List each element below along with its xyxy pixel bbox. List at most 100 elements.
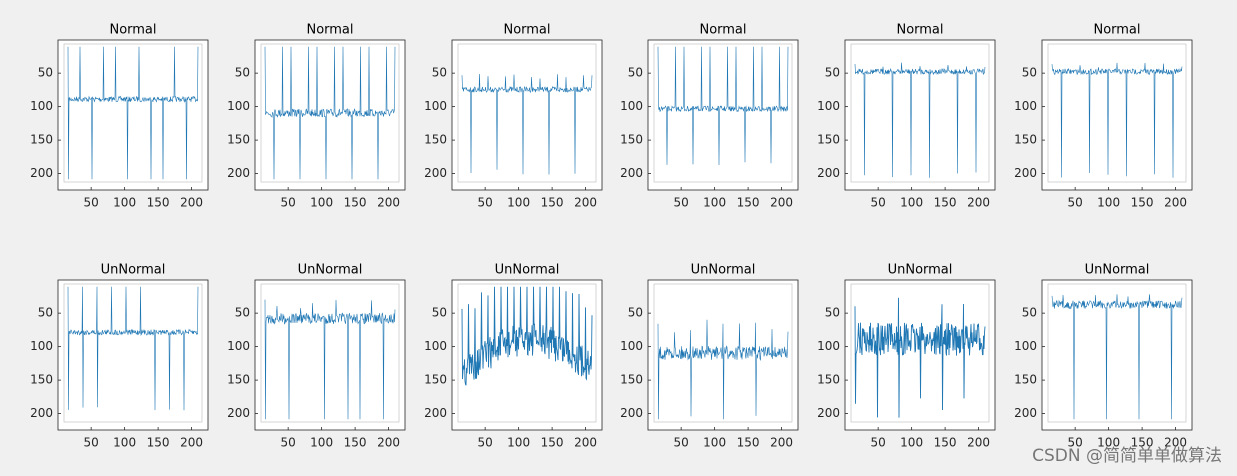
y-tick-label: 50	[235, 306, 250, 320]
y-tick-label: 50	[1022, 306, 1037, 320]
axes-area	[1042, 280, 1192, 430]
y-tick-label: 100	[1014, 99, 1037, 113]
waveform-image	[67, 286, 199, 411]
x-tick-label: 200	[180, 436, 203, 450]
y-tick-label: 100	[227, 99, 250, 113]
axes-box	[57, 279, 209, 431]
x-tick-label: 200	[180, 196, 203, 210]
y-tick-label: 200	[1014, 406, 1037, 420]
x-tick-label: 100	[1097, 196, 1120, 210]
waveform-image	[854, 297, 986, 418]
image-frame	[260, 283, 400, 423]
y-tick-label: 100	[817, 339, 840, 353]
chart-title: Normal	[306, 23, 353, 38]
y-tick-label: 100	[620, 339, 643, 353]
x-tick-label: 200	[574, 436, 597, 450]
axes-area	[255, 40, 405, 190]
x-tick-label: 200	[377, 436, 400, 450]
chart-title: UnNormal	[691, 263, 756, 278]
axes-box	[844, 279, 996, 431]
axes-box	[254, 39, 406, 191]
y-tick-label: 50	[628, 66, 643, 80]
y-tick-label: 100	[620, 99, 643, 113]
y-tick-label: 100	[1014, 339, 1037, 353]
axes-box	[57, 39, 209, 191]
x-tick-label: 100	[310, 196, 333, 210]
y-tick-label: 200	[424, 406, 447, 420]
y-tick-label: 200	[30, 166, 53, 180]
x-tick-label: 50	[1068, 196, 1083, 210]
y-tick-label: 50	[628, 306, 643, 320]
x-tick-label: 50	[84, 196, 99, 210]
x-tick-label: 200	[1164, 196, 1187, 210]
y-tick-label: 150	[1014, 133, 1037, 147]
waveform-image	[657, 319, 789, 420]
x-tick-label: 100	[1097, 436, 1120, 450]
y-tick-label: 200	[424, 166, 447, 180]
axes-box	[1041, 279, 1193, 431]
y-tick-label: 200	[817, 406, 840, 420]
chart-title: Normal	[699, 23, 746, 38]
y-tick-label: 100	[30, 339, 53, 353]
x-tick-label: 100	[310, 436, 333, 450]
chart-title: UnNormal	[298, 263, 363, 278]
x-tick-label: 50	[871, 196, 886, 210]
chart-title: Normal	[109, 23, 156, 38]
x-tick-label: 50	[281, 196, 296, 210]
x-tick-label: 50	[674, 196, 689, 210]
x-tick-label: 150	[737, 436, 760, 450]
x-tick-label: 100	[507, 436, 530, 450]
x-tick-label: 200	[967, 196, 990, 210]
axes-box	[647, 39, 799, 191]
waveform-image	[854, 62, 986, 178]
waveform-image	[1051, 62, 1183, 178]
axes-box	[1041, 39, 1193, 191]
x-tick-label: 100	[900, 196, 923, 210]
y-tick-label: 150	[620, 133, 643, 147]
x-tick-label: 200	[967, 436, 990, 450]
image-frame	[850, 43, 990, 183]
y-tick-label: 200	[620, 166, 643, 180]
waveform-image	[461, 73, 593, 175]
axes-area	[58, 40, 208, 190]
x-tick-label: 150	[934, 196, 957, 210]
y-tick-label: 50	[38, 306, 53, 320]
y-tick-label: 50	[1022, 66, 1037, 80]
x-tick-label: 150	[541, 436, 564, 450]
x-tick-label: 100	[113, 196, 136, 210]
y-tick-label: 100	[817, 99, 840, 113]
y-tick-label: 50	[432, 306, 447, 320]
axes-area	[452, 40, 602, 190]
waveform-image	[657, 46, 789, 166]
y-tick-label: 100	[424, 339, 447, 353]
axes-box	[647, 279, 799, 431]
axes-area	[845, 40, 995, 190]
x-tick-label: 50	[674, 436, 689, 450]
x-tick-label: 200	[574, 196, 597, 210]
x-tick-label: 100	[703, 196, 726, 210]
x-tick-label: 50	[281, 436, 296, 450]
x-tick-label: 150	[541, 196, 564, 210]
waveform-image	[264, 46, 396, 180]
y-tick-label: 150	[424, 373, 447, 387]
axes-box	[451, 39, 603, 191]
x-tick-label: 50	[871, 436, 886, 450]
x-tick-label: 150	[1131, 196, 1154, 210]
y-tick-label: 200	[817, 166, 840, 180]
y-tick-label: 150	[817, 133, 840, 147]
chart-title: Normal	[1093, 23, 1140, 38]
image-frame	[1047, 43, 1187, 183]
y-tick-label: 150	[424, 133, 447, 147]
image-frame	[63, 43, 203, 183]
waveform-image	[67, 46, 199, 180]
axes-box	[254, 279, 406, 431]
y-tick-label: 200	[620, 406, 643, 420]
watermark: CSDN @简简单单做算法	[1032, 446, 1222, 466]
x-tick-label: 50	[1068, 436, 1083, 450]
chart-title: UnNormal	[1085, 263, 1150, 278]
x-tick-label: 100	[703, 436, 726, 450]
y-tick-label: 150	[30, 373, 53, 387]
image-frame	[653, 283, 793, 423]
y-tick-label: 200	[30, 406, 53, 420]
x-tick-label: 200	[770, 436, 793, 450]
